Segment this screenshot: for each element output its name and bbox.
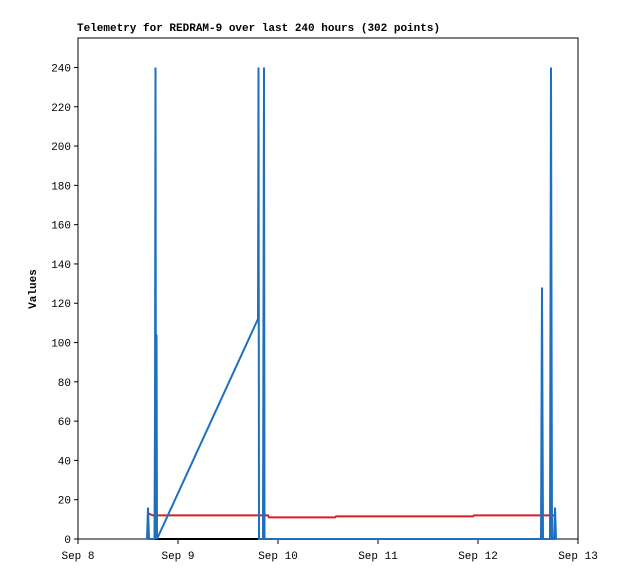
y-tick-label: 40 [58,456,71,468]
plot-frame [77,37,579,540]
chart-title: Telemetry for REDRAM-9 over last 240 hou… [77,23,440,35]
y-tick-label: 80 [58,378,71,390]
y-tick-label: 200 [51,142,71,154]
x-tick-label: Sep 12 [458,551,498,563]
y-tick-label: 240 [51,63,71,75]
y-tick-label: 120 [51,299,71,311]
x-tick-label: Sep 11 [358,551,398,563]
y-axis-label: Values [28,269,40,309]
y-tick-label: 60 [58,417,71,429]
y-tick-label: 100 [51,339,71,351]
x-tick-label: Sep 13 [558,551,598,563]
series-line [147,512,555,519]
y-tick-label: 20 [58,496,71,508]
x-tick-label: Sep 9 [161,551,194,563]
y-tick-label: 180 [51,181,71,193]
y-tick-label: 0 [64,535,71,547]
y-tick-label: 220 [51,103,71,115]
y-tick-label: 160 [51,221,71,233]
series-line [146,67,557,540]
x-tick-label: Sep 10 [258,551,298,563]
x-tick-label: Sep 8 [61,551,94,563]
y-tick-label: 140 [51,260,71,272]
